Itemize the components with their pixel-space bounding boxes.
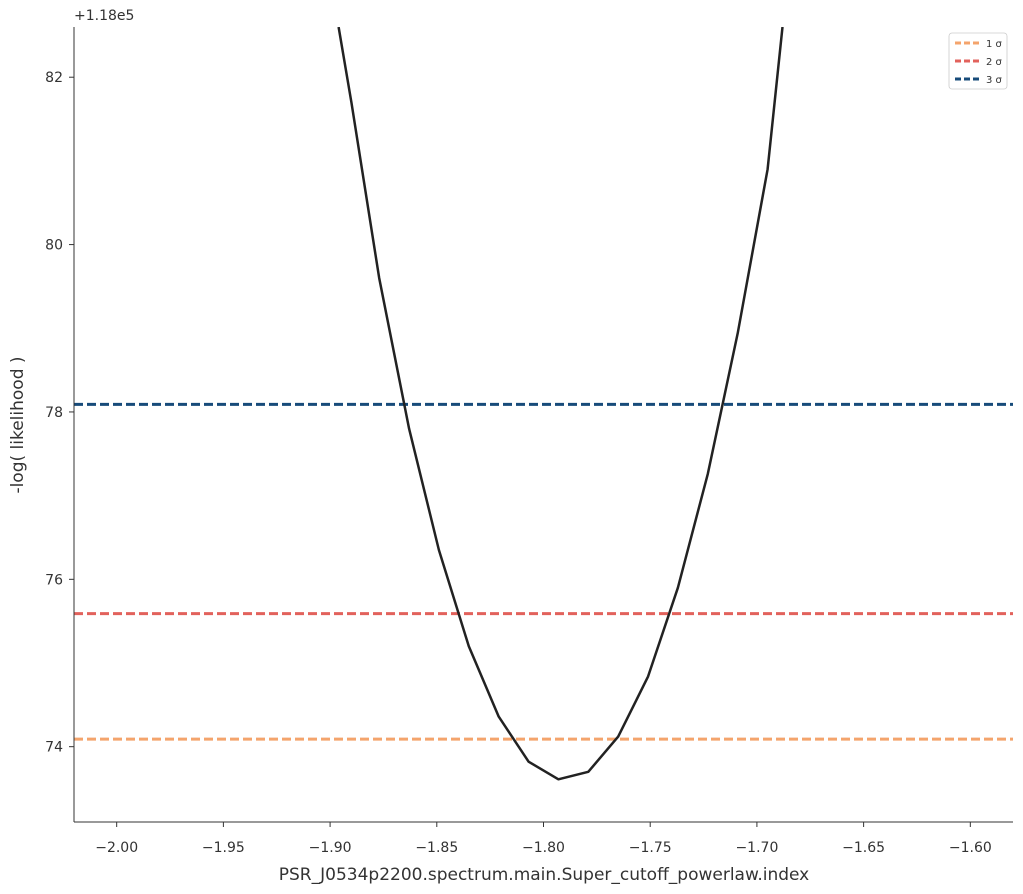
x-tick-label: −1.70 xyxy=(735,840,778,856)
x-tick-label: −1.75 xyxy=(629,840,672,856)
legend: 1 σ 2 σ 3 σ xyxy=(948,32,1008,90)
y-tick-label: 78 xyxy=(45,405,63,421)
y-tick-label: 80 xyxy=(45,238,63,254)
profile-likelihood-curve xyxy=(337,27,784,781)
y-tick-label: 74 xyxy=(45,740,63,756)
x-tick-label: −1.90 xyxy=(309,840,352,856)
legend-label-2: 2 σ xyxy=(986,57,1003,68)
x-tick-label: −2.00 xyxy=(95,840,138,856)
sigma-lines xyxy=(74,402,1013,741)
x-axis-label: PSR_J0534p2200.spectrum.main.Super_cutof… xyxy=(279,865,809,885)
x-tick-label: −1.85 xyxy=(415,840,458,856)
x-tick-label: −1.60 xyxy=(949,840,992,856)
y-tick-label: 76 xyxy=(45,572,63,588)
x-tick-label: −1.95 xyxy=(202,840,245,856)
legend-label-1: 1 σ xyxy=(986,39,1003,50)
x-ticks: −2.00 −1.95 −1.90 −1.85 −1.80 −1.75 −1.70 −1.65… xyxy=(95,822,992,856)
x-tick-label: −1.80 xyxy=(522,840,565,856)
y-axis-label: -log( likelihood ) xyxy=(8,356,28,493)
y-tick-label: 82 xyxy=(45,70,63,86)
y-offset-label: +1.18e5 xyxy=(74,8,134,24)
legend-label-3: 3 σ xyxy=(986,75,1003,86)
x-tick-label: −1.65 xyxy=(842,840,885,856)
profile-curve-layer xyxy=(337,27,784,781)
axes xyxy=(73,27,1013,823)
y-ticks: 74 76 78 80 82 xyxy=(45,70,74,756)
